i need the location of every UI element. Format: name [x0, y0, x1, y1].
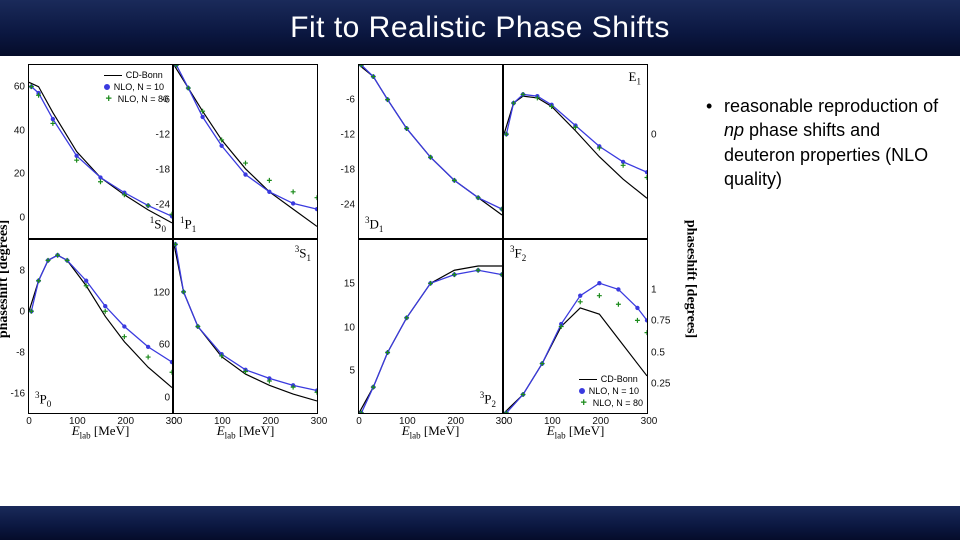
x-axis-label: Elab [MeV] — [217, 423, 275, 441]
panel-tag: 1P1 — [180, 215, 196, 234]
xtick: 0 — [501, 416, 507, 427]
legend-label: CD-Bonn — [601, 373, 638, 385]
ytick: 60 — [14, 81, 25, 92]
ytick: -12 — [341, 130, 355, 141]
title-bar: Fit to Realistic Phase Shifts — [0, 0, 960, 56]
ytick: 0.5 — [651, 347, 665, 358]
legend-label: CD-Bonn — [126, 69, 163, 81]
content-area: phaseshift [degrees] 1S00204060 CD-Bonn … — [6, 64, 954, 494]
ytick: 5 — [349, 366, 355, 377]
legend: CD-Bonn NLO, N = 10 + NLO, N = 80 — [579, 373, 643, 409]
x-axis-label: Elab [MeV] — [547, 423, 605, 441]
legend: CD-Bonn NLO, N = 10 +NLO, N = 80 — [104, 69, 168, 105]
ytick: 0.75 — [651, 316, 670, 327]
legend-dot-icon — [579, 388, 585, 394]
panel-tag: 3P2 — [480, 390, 496, 409]
ytick: 15 — [344, 278, 355, 289]
y-axis-label-left: phaseshift [degrees] — [0, 220, 12, 338]
legend-plus-icon: + — [104, 94, 114, 104]
slide-title: Fit to Realistic Phase Shifts — [290, 11, 670, 45]
ytick: -24 — [156, 200, 170, 211]
ytick: -6 — [161, 95, 170, 106]
ytick: -18 — [156, 165, 170, 176]
ytick: 1 — [651, 285, 657, 296]
ytick: 120 — [153, 287, 170, 298]
ytick: 10 — [344, 322, 355, 333]
panel-tag: 3S1 — [295, 244, 311, 263]
legend-label: NLO, N = 10 — [114, 81, 164, 93]
legend-row: CD-Bonn — [579, 373, 643, 385]
ytick: 8 — [19, 265, 25, 276]
bullet-suffix: phase shifts and deuteron properties (NL… — [724, 120, 928, 189]
xtick: 300 — [641, 416, 658, 427]
ytick: 0 — [651, 130, 657, 141]
y-axis-label-right: phaseshift [degrees] — [682, 220, 698, 338]
legend-row: +NLO, N = 80 — [104, 93, 168, 105]
panel-1S0: 1S00204060 CD-Bonn NLO, N = 10 +NLO, N =… — [28, 64, 173, 239]
legend-row: NLO, N = 10 — [579, 385, 643, 397]
legend-row: NLO, N = 10 — [104, 81, 168, 93]
legend-line-icon — [579, 379, 597, 380]
legend-label: NLO, N = 80 — [593, 397, 643, 409]
ytick: -16 — [11, 389, 25, 400]
xtick: 0 — [356, 416, 362, 427]
xtick: 300 — [311, 416, 328, 427]
ytick: 0 — [19, 307, 25, 318]
panel-3D1: 3D1-6-12-18-24 — [358, 64, 503, 239]
slide: Fit to Realistic Phase Shifts phaseshift… — [0, 0, 960, 540]
panel-grid: 1S00204060 CD-Bonn NLO, N = 10 +NLO, N =… — [28, 64, 676, 474]
panel-tag: 3P0 — [35, 390, 51, 409]
legend-plus-icon: + — [579, 398, 589, 408]
panel-3F2: 3F20.250.50.7510100200300Elab [MeV] CD-B… — [503, 239, 648, 414]
x-axis-label: Elab [MeV] — [72, 423, 130, 441]
ytick: -12 — [156, 130, 170, 141]
bullet-item: • reasonable reproduction of np phase sh… — [706, 94, 954, 191]
bullet-marker: • — [706, 94, 724, 191]
legend-row: CD-Bonn — [104, 69, 168, 81]
ytick: 60 — [159, 340, 170, 351]
xtick: 0 — [171, 416, 177, 427]
panel-tag: 3F2 — [510, 244, 526, 263]
ytick: -6 — [346, 95, 355, 106]
panel-3P0: 3P0-16-8080100200300Elab [MeV] — [28, 239, 173, 414]
ytick: -8 — [16, 348, 25, 359]
panel-3P2: 3P2510150100200300Elab [MeV] — [358, 239, 503, 414]
footer-bar — [0, 506, 960, 540]
legend-dot-icon — [104, 84, 110, 90]
ytick: 40 — [14, 125, 25, 136]
xtick: 0 — [26, 416, 32, 427]
legend-label: NLO, N = 10 — [589, 385, 639, 397]
bullet-text: reasonable reproduction of np phase shif… — [724, 94, 954, 191]
ytick: 0 — [19, 213, 25, 224]
panel-tag: 3D1 — [365, 215, 383, 234]
bullet-prefix: reasonable reproduction of — [724, 96, 938, 116]
figure-area: phaseshift [degrees] 1S00204060 CD-Bonn … — [6, 64, 686, 494]
ytick: -24 — [341, 200, 355, 211]
panel-tag: E1 — [629, 69, 641, 87]
bullet-np: np — [724, 120, 744, 140]
ytick: 0 — [164, 392, 170, 403]
panel-E1: E10 — [503, 64, 648, 239]
ytick: -18 — [341, 165, 355, 176]
ytick: 0.25 — [651, 378, 670, 389]
legend-line-icon — [104, 75, 122, 76]
ytick: 20 — [14, 169, 25, 180]
panel-tag: 1S0 — [150, 215, 166, 234]
panel-1P1: 1P1-6-12-18-24 — [173, 64, 318, 239]
legend-row: + NLO, N = 80 — [579, 397, 643, 409]
panel-3S1: 3S10601200100200300Elab [MeV] — [173, 239, 318, 414]
x-axis-label: Elab [MeV] — [402, 423, 460, 441]
bullet-list: • reasonable reproduction of np phase sh… — [706, 94, 954, 191]
